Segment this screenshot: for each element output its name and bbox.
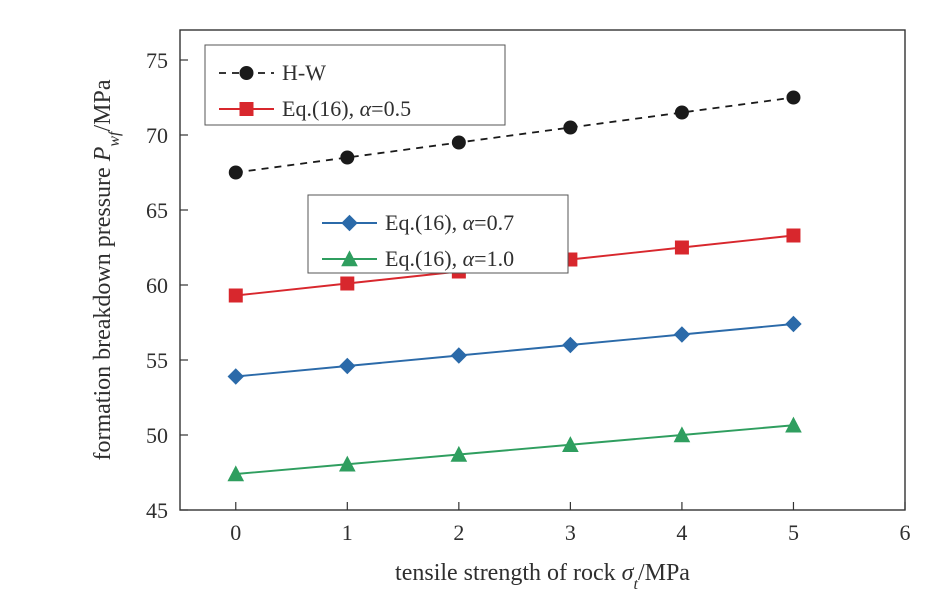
y-tick-label: 60 (146, 273, 168, 298)
data-marker (563, 338, 578, 353)
legend-box: H-W Eq.(16), α=0.5 (205, 45, 505, 125)
data-marker (240, 67, 253, 80)
x-tick-label: 3 (565, 520, 576, 545)
y-tick-label: 70 (146, 123, 168, 148)
legend-label: Eq.(16), α=0.5 (282, 96, 411, 121)
data-marker (787, 229, 800, 242)
data-marker (341, 151, 354, 164)
legend-box: Eq.(16), α=0.7 Eq.(16), α=1.0 (308, 195, 568, 273)
x-tick-label: 0 (230, 520, 241, 545)
series-eq16_a10 (228, 418, 801, 481)
series-line (236, 425, 794, 474)
y-tick-label: 45 (146, 498, 168, 523)
x-axis-label: tensile strength of rock σt/MPa (395, 560, 690, 593)
x-tick-label: 5 (788, 520, 799, 545)
x-tick-label: 6 (900, 520, 911, 545)
data-marker (674, 327, 689, 342)
legend-label: H-W (282, 60, 326, 85)
x-tick-label: 4 (676, 520, 687, 545)
data-marker (340, 359, 355, 374)
data-marker (787, 91, 800, 104)
series-eq16_a07 (228, 317, 801, 385)
data-marker (451, 348, 466, 363)
chart-container: 012345645505560657075tensile strength of… (0, 0, 945, 608)
series-line (236, 324, 794, 377)
data-marker (786, 317, 801, 332)
data-marker (564, 121, 577, 134)
y-tick-label: 75 (146, 48, 168, 73)
data-marker (240, 103, 253, 116)
data-marker (675, 241, 688, 254)
data-marker (228, 369, 243, 384)
y-tick-label: 55 (146, 348, 168, 373)
legend-label: Eq.(16), α=1.0 (385, 246, 514, 271)
y-tick-label: 50 (146, 423, 168, 448)
data-marker (341, 277, 354, 290)
y-tick-label: 65 (146, 198, 168, 223)
data-marker (675, 106, 688, 119)
data-marker (229, 289, 242, 302)
x-tick-label: 2 (453, 520, 464, 545)
x-tick-label: 1 (342, 520, 353, 545)
data-marker (452, 136, 465, 149)
y-axis-label: formation breakdown pressure Pwf/MPa (90, 79, 123, 460)
legend-label: Eq.(16), α=0.7 (385, 210, 514, 235)
line-chart: 012345645505560657075tensile strength of… (0, 0, 945, 608)
data-marker (229, 166, 242, 179)
